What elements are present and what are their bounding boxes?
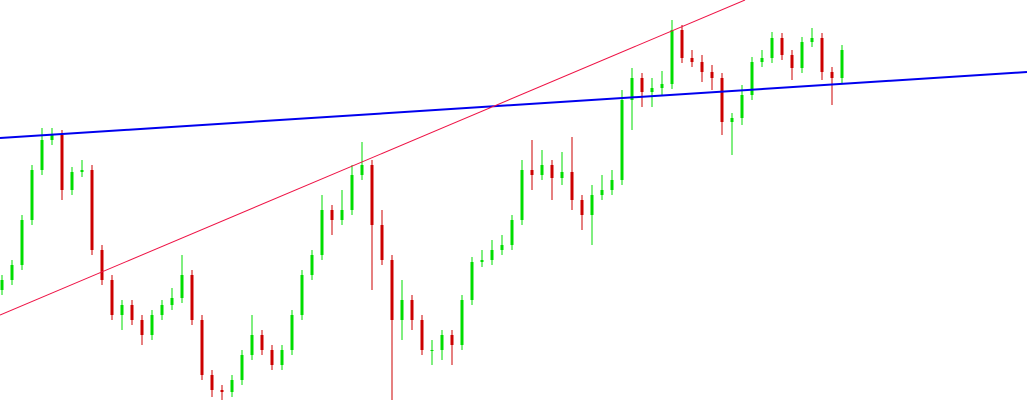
candle-body [320, 210, 324, 255]
candle-body [610, 180, 614, 190]
candle-body [570, 172, 574, 200]
candle-body [100, 250, 104, 280]
candle-body [480, 260, 484, 262]
candle-body [830, 72, 834, 78]
candle-body [300, 275, 304, 315]
candle-body [540, 165, 544, 175]
candle-body [70, 172, 74, 190]
candle-body [330, 210, 334, 220]
candle-body [580, 200, 584, 215]
candle-body [520, 170, 524, 220]
candle-body [510, 220, 514, 245]
candle-body [650, 88, 654, 92]
candle-body [800, 42, 804, 68]
candle-body [550, 165, 554, 178]
candle-body [90, 170, 94, 250]
candle-body [500, 245, 504, 250]
candle-body [140, 320, 144, 335]
candle-body [360, 165, 364, 175]
candle-body [160, 305, 164, 315]
candle-body [810, 38, 814, 42]
trend-line [0, 0, 746, 316]
candle-body [230, 380, 234, 392]
candle-body [380, 225, 384, 260]
candle-body [730, 118, 734, 122]
candle-body [0, 280, 4, 290]
candle-body [190, 275, 194, 320]
candle-body [20, 220, 24, 265]
candle-body [640, 78, 644, 92]
candle-body [680, 30, 684, 58]
candle-body [30, 170, 34, 220]
candle-body [80, 170, 84, 172]
candle-body [50, 135, 54, 140]
candle-body [440, 335, 444, 350]
candle-body [400, 300, 404, 320]
candle-body [210, 375, 214, 390]
candle-body [470, 262, 474, 300]
candle-body [700, 62, 704, 72]
candle-body [420, 320, 424, 350]
candle-body [110, 280, 114, 315]
candle-body [560, 172, 564, 178]
candle-body [430, 350, 434, 351]
candle-body [670, 30, 674, 84]
candle-body [460, 300, 464, 345]
candle-body [750, 62, 754, 95]
candle-body [790, 55, 794, 68]
candle-body [240, 355, 244, 380]
candle-body [350, 175, 354, 210]
candle-body [820, 38, 824, 72]
trend-line [0, 71, 1027, 139]
candle-body [130, 305, 134, 320]
candle-body [370, 165, 374, 225]
candle-body [340, 210, 344, 220]
candle-body [410, 300, 414, 320]
candle-body [710, 72, 714, 78]
candle-body [60, 135, 64, 190]
candle-body [530, 170, 534, 175]
candle-body [600, 190, 604, 195]
candle-body [590, 195, 594, 215]
candle-body [280, 350, 284, 365]
candle-body [270, 350, 274, 365]
candle-body [620, 100, 624, 180]
candle-body [770, 38, 774, 58]
candle-body [290, 315, 294, 350]
candle-body [120, 305, 124, 315]
candle-body [760, 58, 764, 62]
candle-body [40, 140, 44, 170]
candle-body [150, 315, 154, 335]
candle-body [260, 335, 264, 350]
candle-body [390, 260, 394, 320]
candle-body [170, 298, 174, 305]
candle-body [180, 275, 184, 298]
candle-body [250, 335, 254, 355]
candle-body [780, 38, 784, 55]
candle-body [200, 320, 204, 375]
candle-body [220, 390, 224, 392]
candle-body [630, 78, 634, 100]
candle-body [450, 335, 454, 345]
candle-body [660, 84, 664, 88]
candle-body [10, 265, 14, 280]
candle-body [740, 95, 744, 118]
candle-body [490, 250, 494, 260]
candle-body [720, 78, 724, 122]
candle-body [690, 58, 694, 62]
candle-body [840, 50, 844, 78]
candle-body [310, 255, 314, 275]
